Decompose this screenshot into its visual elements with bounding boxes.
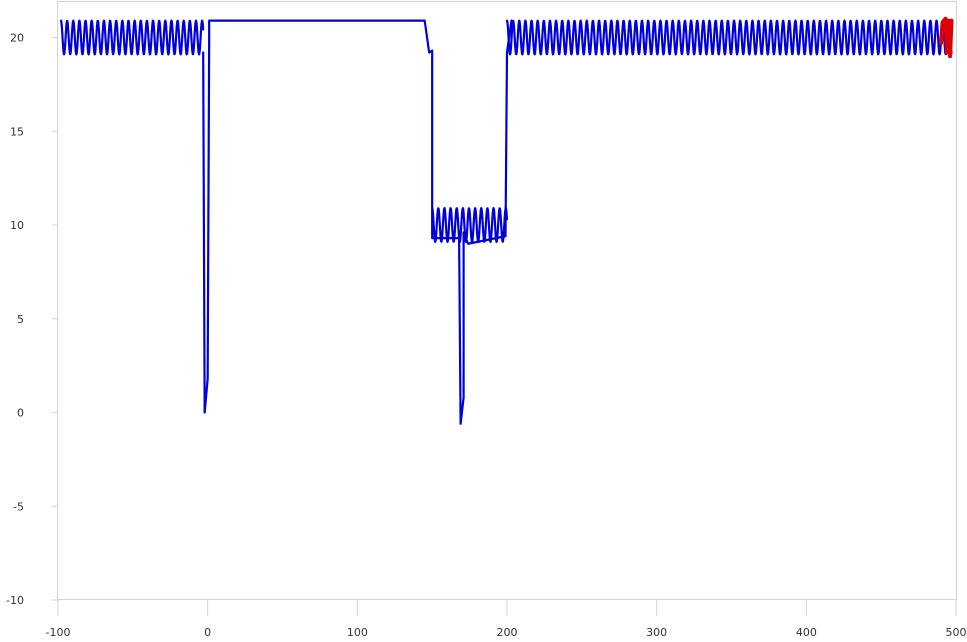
y-tick-label: -10 bbox=[6, 594, 24, 607]
y-tick-label: 20 bbox=[10, 32, 24, 45]
plot-frame bbox=[57, 1, 957, 600]
series-line-connector bbox=[202, 19, 513, 425]
y-tick-label: 5 bbox=[17, 313, 24, 326]
y-tick-label: 15 bbox=[10, 125, 24, 138]
x-tick-label: 100 bbox=[347, 626, 368, 639]
x-tick-label: -100 bbox=[46, 626, 71, 639]
series-layer bbox=[59, 16, 954, 425]
x-tick-label: 400 bbox=[796, 626, 817, 639]
x-tick-label: 300 bbox=[646, 626, 667, 639]
y-tick-label: -5 bbox=[13, 500, 24, 513]
y-tick-label: 0 bbox=[17, 407, 24, 420]
y-tick-label: 10 bbox=[10, 219, 24, 232]
x-tick-label: 500 bbox=[946, 626, 967, 639]
series-line-segment bbox=[59, 19, 205, 56]
series-line-segment bbox=[431, 207, 509, 243]
y-axis: 20 15 10 5 0 -5 -10 bbox=[6, 32, 58, 607]
x-tick-label: 0 bbox=[204, 626, 211, 639]
series-line-segment bbox=[505, 19, 953, 56]
x-axis: -100 0 100 200 300 400 500 bbox=[46, 600, 967, 639]
series-highlight-line bbox=[939, 16, 954, 59]
x-tick-label: 200 bbox=[497, 626, 518, 639]
